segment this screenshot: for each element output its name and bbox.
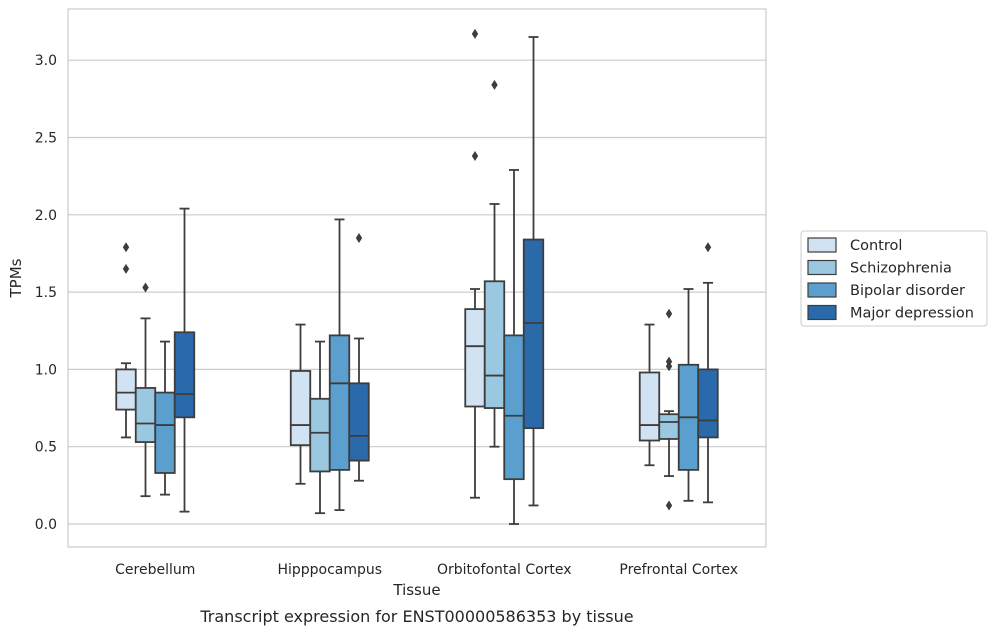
y-axis-title: TPMs (7, 258, 25, 298)
x-tick-labels: Cerebellum Hipppocampus Orbitofontal Corte… (115, 562, 738, 578)
legend-label: Major depression (850, 306, 974, 322)
outlier-point (122, 263, 130, 274)
outlier-point (355, 232, 363, 243)
legend-swatch (807, 304, 837, 321)
x-tick-label: Prefrontal Cortex (619, 562, 738, 578)
box-1-0 (289, 323, 312, 485)
box-body (154, 391, 176, 474)
box-body (503, 334, 525, 481)
box-body (483, 280, 506, 409)
legend-frame (800, 230, 988, 327)
y-tick-label: 3.0 (35, 53, 57, 69)
figure-caption: Transcript expression for ENST0000058635… (199, 607, 633, 626)
box-2-1 (483, 79, 506, 448)
x-tick-label: Hipppocampus (277, 562, 382, 578)
box-body (348, 382, 370, 462)
box-1-3 (348, 232, 370, 482)
box-series (115, 28, 719, 525)
outlier-point (665, 308, 673, 319)
y-tick-label: 2.5 (35, 131, 57, 147)
y-tick-labels: 0.0 0.5 1.0 1.5 2.0 2.5 3.0 (35, 53, 57, 533)
box-3-2 (677, 288, 700, 502)
outlier-point (491, 79, 498, 90)
x-tick-label: Cerebellum (115, 562, 195, 578)
legend-label: Bipolar disorder (850, 283, 965, 299)
legend-swatch (807, 237, 837, 253)
box-2-2 (503, 169, 525, 525)
box-body (289, 370, 312, 447)
box-body (697, 368, 719, 439)
outlier-point (665, 361, 673, 372)
x-tick-label: Orbitofontal Cortex (437, 562, 572, 578)
y-tick-label: 0.5 (35, 440, 57, 456)
plot-frame (67, 8, 767, 548)
box-1-1 (309, 340, 331, 515)
legend-swatch (807, 259, 837, 276)
outlier-point (122, 242, 130, 253)
box-2-3 (522, 36, 545, 507)
outlier-point (471, 28, 479, 39)
box-3-1 (658, 308, 680, 511)
box-2-0 (464, 28, 486, 499)
box-body (134, 387, 157, 443)
box-3-3 (697, 242, 719, 504)
outlier-point (704, 242, 712, 253)
legend: Control Schizophrenia Bipolar disorder Majo… (800, 230, 988, 327)
box-body (173, 331, 196, 419)
y-tick-label: 2.0 (35, 208, 57, 224)
box-body (464, 308, 486, 408)
box-0-3 (173, 207, 196, 513)
x-axis-title: Tissue (392, 581, 440, 599)
box-body (115, 368, 137, 411)
box-3-0 (638, 323, 661, 467)
y-tick-label: 0.0 (35, 517, 57, 533)
box-body (309, 397, 331, 473)
outlier-point (665, 500, 673, 511)
legend-label: Control (850, 238, 902, 254)
y-tick-label: 1.5 (35, 285, 57, 301)
legend-label: Schizophrenia (850, 261, 952, 277)
outlier-point (142, 282, 149, 293)
box-body (658, 413, 680, 440)
outlier-point (471, 151, 479, 162)
box-body (522, 238, 545, 430)
box-0-2 (154, 340, 176, 496)
box-1-2 (328, 218, 351, 511)
box-body (638, 371, 661, 442)
y-tick-label: 1.0 (35, 362, 57, 378)
legend-swatch (807, 282, 837, 298)
box-0-1 (134, 282, 157, 498)
box-body (328, 334, 351, 471)
box-0-0 (115, 242, 137, 439)
